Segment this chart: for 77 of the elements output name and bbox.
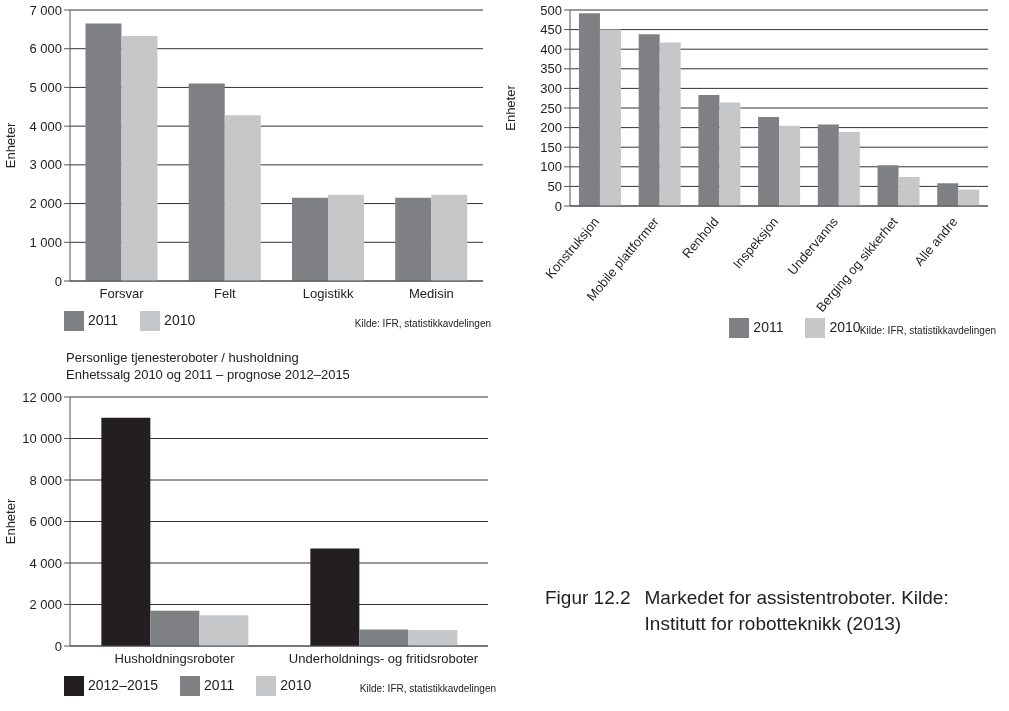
y-tick-label: 3 000	[29, 157, 62, 173]
y-tick-label: 4 000	[29, 118, 62, 134]
y-axis-title: Enheter	[502, 84, 518, 131]
legend-label: 2011	[88, 311, 119, 328]
y-tick-label: 150	[540, 139, 562, 155]
bar	[758, 117, 780, 206]
text: Kilde: IFR, statistikkavdelingen	[359, 683, 496, 694]
bar	[779, 125, 801, 206]
text: Kilde: IFR, statistikkavdelingen	[354, 318, 491, 329]
y-tick-label: 8 000	[29, 472, 62, 488]
y-tick-label: 2 000	[29, 597, 62, 613]
chart-subtitle: Enhetssalg 2010 og 2011 – prognose 2012–2015	[66, 366, 351, 383]
y-tick-label: 0	[54, 638, 62, 654]
text: Kilde: IFR, statistikkavdelingen	[859, 325, 996, 336]
bar	[408, 630, 458, 646]
bar	[638, 34, 660, 206]
x-tick-label: Medisin	[408, 286, 454, 302]
y-tick-label: 0	[54, 273, 62, 289]
y-tick-label: 4 000	[29, 555, 62, 571]
bar	[121, 35, 158, 281]
bar	[395, 197, 432, 281]
bar	[599, 29, 621, 206]
bar	[310, 548, 360, 646]
legend-label: 2010	[280, 676, 312, 693]
bar	[719, 102, 741, 206]
bar	[838, 131, 860, 206]
x-tick-label: Forsvar	[99, 286, 145, 302]
y-tick-label: 450	[540, 22, 562, 38]
bar	[199, 615, 249, 646]
x-tick-label: Felt	[214, 286, 237, 302]
y-tick-label: 12 000	[22, 389, 62, 405]
bar	[359, 629, 409, 646]
bar	[85, 23, 122, 281]
bar	[291, 197, 328, 281]
y-axis-title: Enheter	[2, 498, 18, 545]
y-tick-label: 2 000	[29, 196, 62, 212]
bar	[659, 42, 681, 206]
y-tick-label: 500	[540, 2, 562, 18]
bar	[898, 176, 920, 206]
bar	[698, 95, 720, 206]
y-tick-label: 200	[540, 120, 562, 136]
legend-label: 2010	[829, 318, 861, 335]
bar	[578, 13, 600, 206]
legend-label: 2012–2015	[88, 676, 159, 693]
y-tick-label: 250	[540, 100, 562, 116]
bar	[431, 194, 468, 281]
bar	[224, 115, 261, 281]
bar	[327, 194, 364, 281]
chart-title: Personlige tjenesteroboter / husholdning	[66, 349, 300, 366]
bar	[101, 417, 151, 646]
legend-label: 2010	[164, 311, 196, 328]
x-tick-label: Underholdnings- og fritidsroboter	[288, 651, 479, 667]
y-tick-label: 10 000	[22, 431, 62, 447]
y-tick-label: 0	[554, 198, 562, 214]
y-tick-label: 7 000	[29, 2, 62, 18]
y-tick-label: 350	[540, 61, 562, 77]
y-tick-label: 6 000	[29, 41, 62, 57]
bar	[150, 610, 200, 646]
y-tick-label: 400	[540, 41, 562, 57]
y-tick-label: 1 000	[29, 234, 62, 250]
y-tick-label: 5 000	[29, 80, 62, 96]
bar	[817, 124, 839, 206]
legend-label: 2011	[753, 318, 784, 335]
x-tick-label: Logistikk	[302, 286, 354, 302]
bar	[937, 183, 959, 206]
y-tick-label: 100	[540, 159, 562, 175]
y-axis-title: Enheter	[2, 122, 18, 169]
bar	[877, 165, 899, 206]
y-tick-label: 50	[547, 179, 562, 195]
x-tick-label: Husholdningsroboter	[114, 651, 236, 667]
bar	[188, 83, 225, 281]
y-tick-label: 6 000	[29, 514, 62, 530]
text: Figur 12.2	[545, 586, 631, 610]
legend-label: 2011	[204, 676, 235, 693]
y-tick-label: 300	[540, 81, 562, 97]
bar	[958, 189, 980, 206]
text: Markedet for assistentroboter. Kilde: Institutt for robotteknikk (2013)	[644, 586, 950, 636]
